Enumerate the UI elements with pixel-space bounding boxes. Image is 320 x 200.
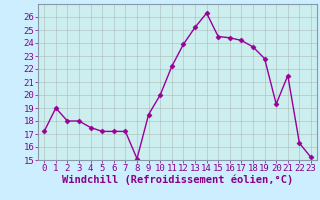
X-axis label: Windchill (Refroidissement éolien,°C): Windchill (Refroidissement éolien,°C) [62,175,293,185]
